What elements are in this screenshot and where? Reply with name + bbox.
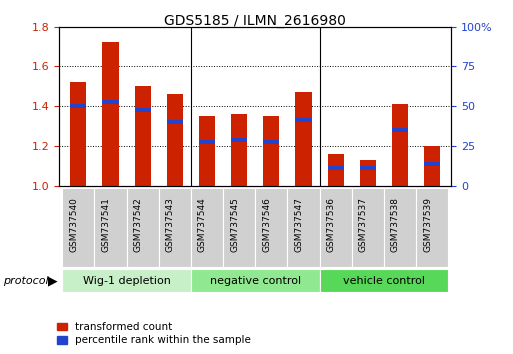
Bar	[167, 120, 183, 124]
Text: negative control: negative control	[210, 275, 301, 286]
Text: GSM737538: GSM737538	[391, 197, 400, 252]
Bar	[320, 269, 448, 292]
Bar	[70, 82, 86, 186]
Bar	[159, 188, 191, 267]
Bar	[392, 128, 408, 132]
Bar	[392, 104, 408, 186]
Bar	[328, 154, 344, 186]
Bar	[94, 188, 127, 267]
Bar	[384, 188, 416, 267]
Bar	[62, 269, 191, 292]
Bar	[295, 118, 311, 122]
Bar	[424, 146, 440, 186]
Text: GSM737545: GSM737545	[230, 197, 239, 252]
Bar	[199, 116, 215, 186]
Bar	[199, 140, 215, 144]
Bar	[287, 188, 320, 267]
Bar	[223, 188, 255, 267]
Bar	[352, 188, 384, 267]
Text: GSM737540: GSM737540	[69, 197, 78, 252]
Bar	[127, 188, 159, 267]
Bar	[134, 86, 151, 186]
Text: vehicle control: vehicle control	[343, 275, 425, 286]
Text: ▶: ▶	[48, 274, 57, 287]
Bar	[191, 269, 320, 292]
Bar	[320, 188, 352, 267]
Text: GSM737541: GSM737541	[102, 197, 110, 252]
Text: GSM737543: GSM737543	[166, 197, 175, 252]
Text: GSM737537: GSM737537	[359, 197, 368, 252]
Bar	[416, 188, 448, 267]
Bar	[103, 42, 119, 186]
Bar	[360, 166, 376, 170]
Text: GSM737539: GSM737539	[423, 197, 432, 252]
Bar	[255, 188, 287, 267]
Bar	[70, 104, 86, 108]
Text: GSM737536: GSM737536	[327, 197, 336, 252]
Bar	[295, 92, 311, 186]
Bar	[263, 116, 280, 186]
Text: GSM737547: GSM737547	[294, 197, 304, 252]
Bar	[134, 108, 151, 112]
Text: GSM737544: GSM737544	[198, 197, 207, 252]
Legend: transformed count, percentile rank within the sample: transformed count, percentile rank withi…	[56, 322, 251, 345]
Bar	[103, 100, 119, 104]
Bar	[328, 166, 344, 170]
Bar	[191, 188, 223, 267]
Text: protocol: protocol	[3, 275, 48, 286]
Bar	[62, 188, 94, 267]
Text: Wig-1 depletion: Wig-1 depletion	[83, 275, 170, 286]
Bar	[231, 114, 247, 186]
Text: GDS5185 / ILMN_2616980: GDS5185 / ILMN_2616980	[164, 14, 346, 28]
Bar	[167, 94, 183, 186]
Text: GSM737546: GSM737546	[262, 197, 271, 252]
Text: GSM737542: GSM737542	[133, 197, 143, 252]
Bar	[424, 162, 440, 166]
Bar	[231, 138, 247, 142]
Bar	[263, 140, 280, 144]
Bar	[360, 160, 376, 186]
